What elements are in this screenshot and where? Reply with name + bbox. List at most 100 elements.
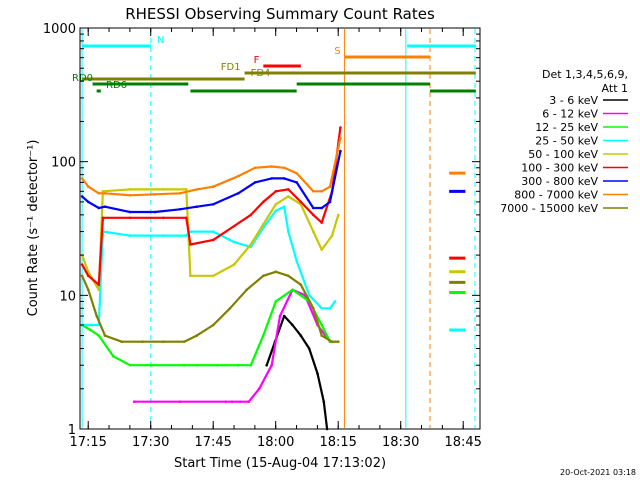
data-point-s5-12 bbox=[262, 223, 265, 226]
mode-bar-label-fd1: FD1 bbox=[221, 62, 241, 73]
data-point-s7-10 bbox=[237, 192, 240, 195]
data-point-s4-10 bbox=[232, 240, 236, 244]
y-tick-label-2: 10 bbox=[59, 289, 76, 304]
data-point-s9-2 bbox=[87, 288, 90, 292]
data-point-s4-8 bbox=[189, 230, 192, 233]
data-point-s7-18 bbox=[339, 149, 342, 153]
data-point-s2-7 bbox=[257, 387, 261, 391]
data-point-s7-5 bbox=[128, 210, 132, 214]
data-point-s2-2 bbox=[178, 400, 182, 404]
data-point-s6-7 bbox=[185, 216, 188, 220]
data-point-s8-6 bbox=[153, 193, 157, 196]
data-point-s6-4 bbox=[101, 216, 105, 220]
legend-label-5: 50 - 100 keV bbox=[528, 148, 598, 161]
data-point-s3-10 bbox=[237, 363, 240, 367]
data-point-s7-4 bbox=[103, 205, 107, 208]
data-point-s6-17 bbox=[320, 221, 324, 224]
mode-bar-label-s: S bbox=[334, 46, 340, 57]
legend-label-8: 800 - 7000 keV bbox=[514, 189, 598, 202]
legend-label-9: 7000 - 15000 keV bbox=[500, 202, 598, 215]
data-point-s3-6 bbox=[149, 363, 153, 367]
data-point-s1-4 bbox=[291, 323, 294, 327]
data-point-s8-16 bbox=[320, 190, 324, 193]
data-point-s8-17 bbox=[328, 185, 332, 188]
data-point-s9-15 bbox=[287, 274, 290, 278]
data-point-s4-17 bbox=[307, 294, 311, 297]
x-axis-label: Start Time (15-Aug-04 17:13:02) bbox=[174, 456, 386, 471]
chart-title: RHESSI Observing Summary Count Rates bbox=[125, 5, 435, 23]
data-point-s1-6 bbox=[307, 347, 311, 350]
data-point-s6-3 bbox=[97, 283, 101, 287]
data-point-s7-1 bbox=[80, 195, 84, 198]
data-point-s9-1 bbox=[80, 274, 84, 278]
data-point-s4-9 bbox=[212, 230, 215, 233]
data-point-s2-6 bbox=[247, 400, 251, 404]
data-point-s8-9 bbox=[212, 185, 215, 188]
data-point-s6-19 bbox=[339, 126, 342, 129]
data-point-s8-1 bbox=[80, 177, 84, 180]
data-point-s9-7 bbox=[162, 340, 165, 344]
data-point-s7-11 bbox=[253, 181, 257, 184]
data-point-s7-8 bbox=[195, 205, 198, 208]
y-tick-label-3: 100 bbox=[51, 156, 76, 171]
data-point-s9-6 bbox=[141, 340, 144, 344]
data-point-s9-10 bbox=[212, 323, 215, 327]
data-point-s2-5 bbox=[239, 400, 242, 404]
mode-bar-label-f: F bbox=[254, 55, 260, 66]
data-point-s6-9 bbox=[212, 238, 215, 242]
data-point-s9-17 bbox=[312, 307, 315, 310]
legend-label-3: 12 - 25 keV bbox=[535, 121, 598, 134]
legend-label-6: 100 - 300 keV bbox=[521, 162, 598, 175]
x-tick-label-7: 18:45 bbox=[444, 435, 481, 450]
data-point-s5-17 bbox=[320, 248, 324, 251]
data-point-s9-9 bbox=[195, 334, 198, 337]
data-point-s6-16 bbox=[312, 213, 315, 217]
data-point-s2-1 bbox=[132, 400, 136, 404]
data-point-s9-14 bbox=[274, 270, 278, 274]
footer-date: 20-Oct-2021 03:18 bbox=[560, 468, 636, 477]
data-point-s5-11 bbox=[249, 243, 253, 246]
data-point-s4-14 bbox=[282, 205, 286, 208]
data-point-s4-7 bbox=[185, 234, 188, 237]
data-point-s1-1 bbox=[265, 363, 269, 367]
data-point-s5-7 bbox=[185, 188, 188, 191]
plot-frame bbox=[79, 27, 481, 430]
data-point-s6-11 bbox=[249, 213, 253, 217]
data-point-s8-3 bbox=[97, 192, 101, 195]
data-point-s4-6 bbox=[162, 234, 165, 237]
legend-label-2: 6 - 12 keV bbox=[542, 108, 598, 121]
data-point-s8-18 bbox=[339, 136, 342, 140]
y-axis-label: Count Rate (s⁻¹ detector⁻¹) bbox=[26, 140, 41, 317]
data-point-s7-17 bbox=[328, 200, 332, 204]
data-point-s9-5 bbox=[120, 340, 123, 344]
data-point-s2-9 bbox=[278, 314, 282, 318]
series-line-9 bbox=[81, 270, 339, 343]
y-tick-label-4: 1000 bbox=[43, 22, 76, 37]
data-point-s3-16 bbox=[320, 323, 324, 327]
data-point-s5-8 bbox=[189, 274, 192, 278]
data-point-s7-3 bbox=[97, 206, 101, 210]
data-point-s9-12 bbox=[245, 288, 248, 292]
data-point-s9-20 bbox=[337, 340, 340, 344]
data-point-s1-8 bbox=[322, 400, 326, 404]
data-point-s9-3 bbox=[95, 314, 98, 318]
data-point-s6-2 bbox=[87, 274, 90, 278]
data-point-s2-8 bbox=[270, 363, 274, 367]
data-point-s6-1 bbox=[80, 263, 84, 266]
x-tick-label-1: 17:15 bbox=[69, 435, 106, 450]
data-point-s5-5 bbox=[128, 188, 132, 191]
data-point-s8-4 bbox=[103, 192, 107, 195]
data-point-s3-4 bbox=[112, 355, 115, 358]
legend-label-7: 300 - 800 keV bbox=[521, 175, 598, 188]
data-point-s8-5 bbox=[128, 194, 132, 197]
data-point-s5-3 bbox=[97, 288, 101, 292]
data-point-s4-16 bbox=[295, 259, 299, 263]
data-point-s9-16 bbox=[299, 283, 303, 287]
data-point-s5-13 bbox=[274, 203, 278, 206]
data-point-s5-10 bbox=[232, 263, 236, 266]
data-point-s5-16 bbox=[312, 230, 315, 233]
series-line-4 bbox=[82, 205, 336, 327]
data-point-s7-14 bbox=[295, 181, 299, 184]
